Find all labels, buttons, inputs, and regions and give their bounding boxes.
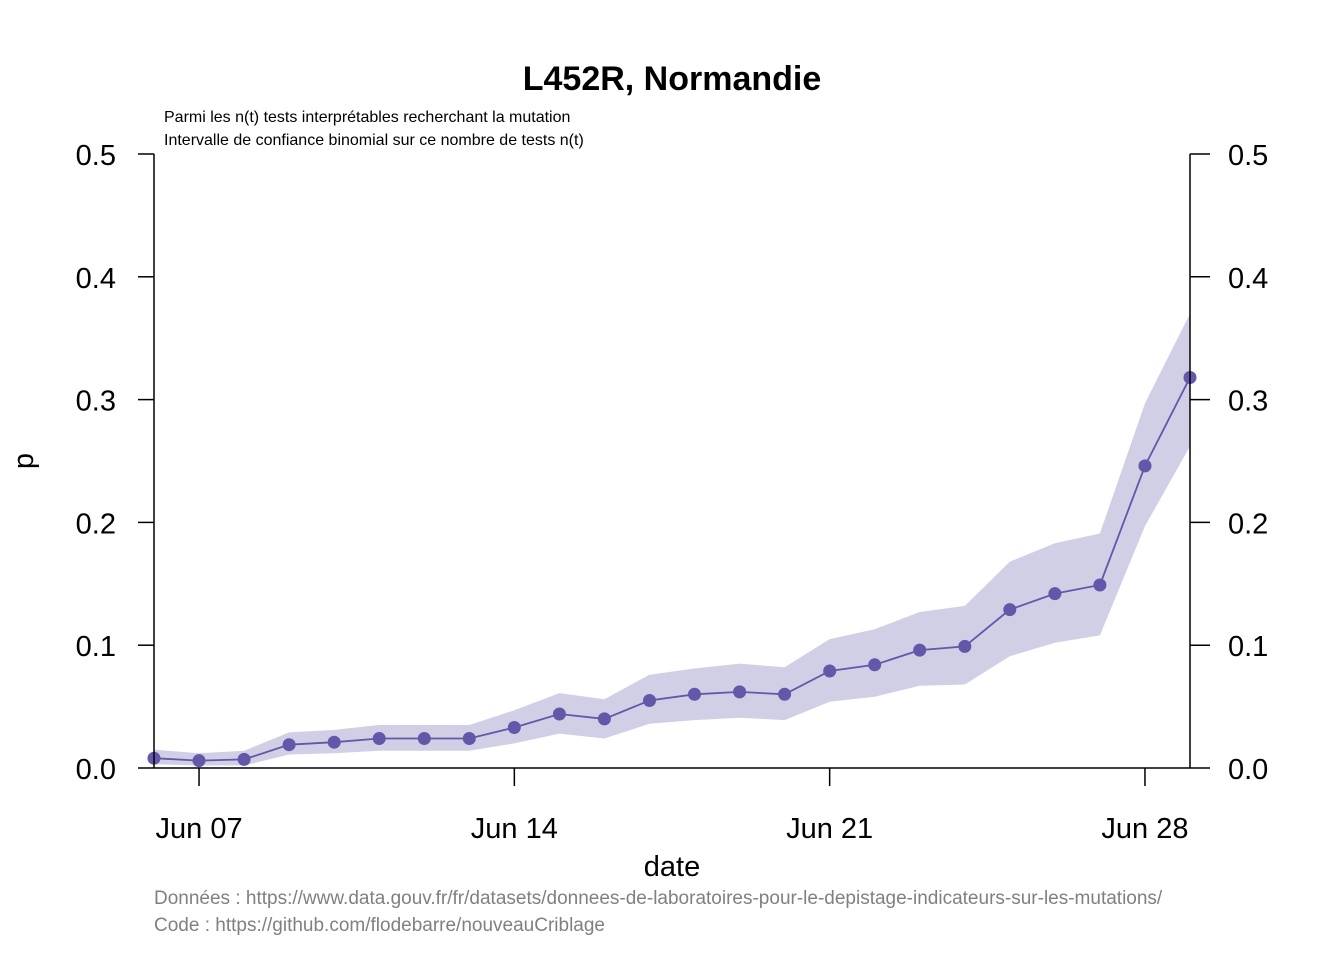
data-point [1138,459,1152,473]
left-y-ticks: 0.0 0.1 0.2 0.3 0.4 0.5 [76,140,154,786]
right-y-tick-label: 0.5 [1228,140,1268,172]
x-ticks: Jun 07 Jun 14 Jun 21 Jun 28 [156,768,1188,845]
left-y-tick-label: 0.1 [76,631,116,663]
left-y-tick-label: 0.4 [76,263,116,295]
series-line [153,377,1191,762]
y-axis-label: p [8,453,40,469]
data-point [237,752,251,766]
data-point [1003,603,1017,617]
data-source-caption: Données : https://www.data.gouv.fr/fr/da… [154,888,1163,909]
chart-subtitle-line-1: Parmi les n(t) tests interprétables rech… [164,109,570,126]
data-point [282,738,296,752]
right-y-ticks: 0.0 0.1 0.2 0.3 0.4 0.5 [1190,140,1268,786]
confidence-band [154,313,1190,766]
data-point [913,643,927,657]
right-y-tick-label: 0.3 [1228,386,1268,418]
plot-area [147,313,1197,768]
data-point [372,732,386,745]
data-point [1048,587,1062,601]
right-y-tick-label: 0.0 [1228,754,1268,786]
x-tick-label: Jun 21 [786,813,873,845]
data-point [1093,578,1107,592]
left-y-tick-label: 0.3 [76,386,116,418]
data-point [552,707,566,721]
data-point [643,694,656,707]
chart-title: L452R, Normandie [523,60,822,98]
left-y-tick-label: 0.0 [76,754,116,786]
data-point [507,721,521,734]
right-y-tick-label: 0.1 [1228,631,1268,663]
left-y-tick-label: 0.5 [76,140,116,172]
data-point [417,732,431,745]
data-point [327,735,341,749]
x-tick-label: Jun 14 [471,813,558,845]
x-axis-label: date [644,851,700,883]
data-point [958,639,972,653]
code-source-caption: Code : https://github.com/flodebarre/nou… [154,915,605,936]
data-point [597,712,611,726]
data-point [462,732,476,745]
left-y-tick-label: 0.2 [76,508,116,540]
right-y-tick-label: 0.4 [1228,263,1268,295]
data-point [688,687,701,701]
x-tick-label: Jun 28 [1101,813,1188,845]
data-point [733,685,747,699]
data-point [192,754,206,768]
right-y-tick-label: 0.2 [1228,508,1268,540]
data-point [823,664,837,678]
x-tick-label: Jun 07 [156,813,243,845]
chart-subtitle-line-2: Intervalle de confiance binomial sur ce … [164,132,584,149]
data-point [778,687,792,701]
data-point [868,658,882,672]
